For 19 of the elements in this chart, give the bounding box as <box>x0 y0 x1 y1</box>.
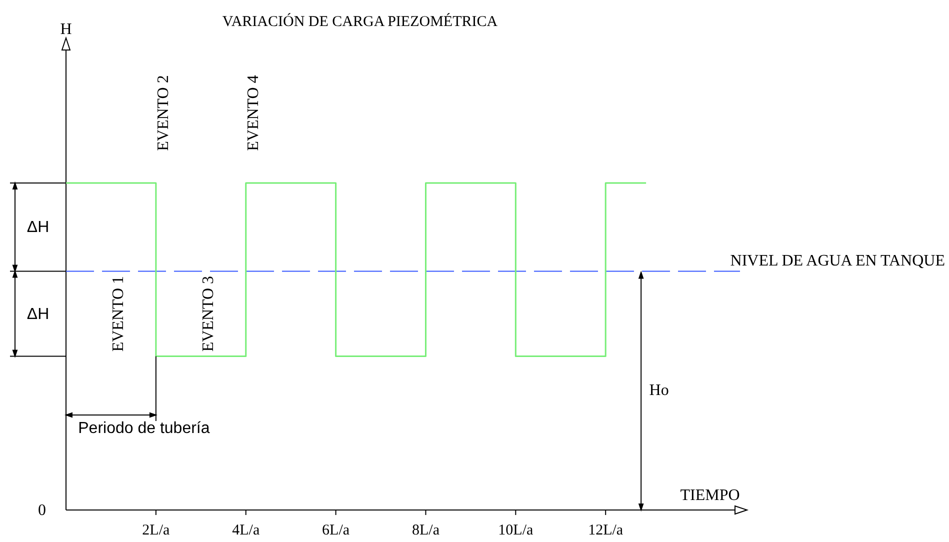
x-tick-label: 6L/a <box>322 522 350 538</box>
x-tick-label: 2L/a <box>142 522 170 538</box>
text: EVENTO 2 <box>154 75 172 151</box>
chart-title: VARIACIÓN DE CARGA PIEZOMÉTRICA <box>222 13 498 30</box>
x-axis-title: TIEMPO <box>680 487 740 504</box>
x-tick-label: 4L/a <box>232 522 260 538</box>
text: ΔH <box>26 306 50 323</box>
text: H <box>60 21 72 38</box>
x-tick-label: 10L/a <box>498 522 534 538</box>
annotation: Ho <box>649 382 669 399</box>
annotation: Periodo de tubería <box>78 420 210 437</box>
annotation: EVENTO 3 <box>200 276 217 352</box>
text: EVENTO 4 <box>244 75 262 151</box>
annotation: EVENTO 1 <box>110 276 127 352</box>
ref-line-label: NIVEL DE AGUA EN TANQUE <box>730 252 945 270</box>
text: 0 <box>38 502 46 519</box>
x-tick-label: 12L/a <box>588 522 624 538</box>
text: ΔH <box>26 219 50 236</box>
x-tick-label: 8L/a <box>412 522 440 538</box>
